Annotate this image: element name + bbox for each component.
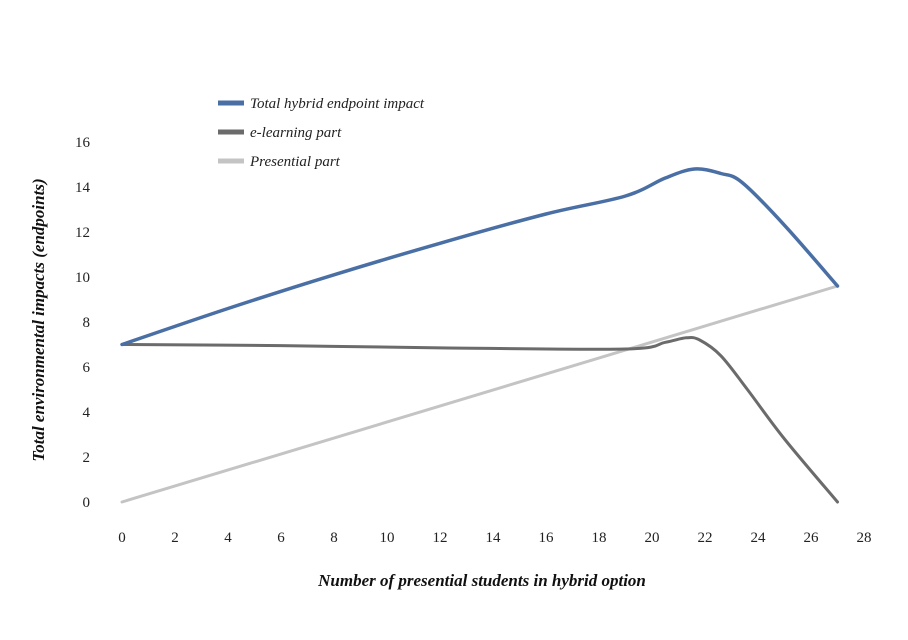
x-tick-label: 4	[224, 530, 232, 546]
x-tick-label: 16	[539, 530, 555, 546]
x-tick-label: 2	[171, 530, 179, 546]
y-tick-label: 2	[83, 450, 91, 466]
x-tick-label: 8	[330, 530, 338, 546]
legend-label-3: Presential part	[249, 154, 341, 170]
x-tick-label: 14	[486, 530, 502, 546]
x-axis-title: Number of presential students in hybrid …	[317, 571, 646, 590]
x-tick-label: 28	[857, 530, 872, 546]
y-tick-label: 8	[83, 315, 91, 331]
y-tick-label: 10	[75, 270, 90, 286]
x-tick-label: 10	[380, 530, 395, 546]
series-line-2	[120, 336, 839, 504]
x-tick-label: 24	[751, 530, 767, 546]
y-tick-label: 4	[83, 405, 91, 421]
legend-label-1: Total hybrid endpoint impact	[250, 96, 425, 112]
y-tick-label: 6	[83, 360, 91, 376]
y-tick-label: 12	[75, 225, 90, 241]
series-line-1	[120, 167, 840, 347]
x-tick-label: 22	[698, 530, 713, 546]
y-axis-ticks: 0 2 4 6 8 10 12 14 16	[75, 135, 91, 511]
series-line-3	[120, 284, 839, 504]
series-lines	[120, 167, 840, 504]
y-axis-title: Total environmental impacts (endpoints)	[29, 178, 48, 461]
legend: Total hybrid endpoint impact e-learning p…	[218, 96, 425, 170]
x-tick-label: 6	[277, 530, 285, 546]
x-tick-label: 18	[592, 530, 607, 546]
x-axis-ticks: 0 2 4 6 8 10 12 14 16 18 20 22 24 26 28	[118, 530, 871, 546]
x-tick-label: 12	[433, 530, 448, 546]
y-tick-label: 14	[75, 180, 91, 196]
x-tick-label: 0	[118, 530, 126, 546]
y-tick-label: 16	[75, 135, 91, 151]
x-tick-label: 20	[645, 530, 660, 546]
x-tick-label: 26	[804, 530, 820, 546]
y-tick-label: 0	[83, 495, 91, 511]
legend-label-2: e-learning part	[250, 125, 342, 141]
